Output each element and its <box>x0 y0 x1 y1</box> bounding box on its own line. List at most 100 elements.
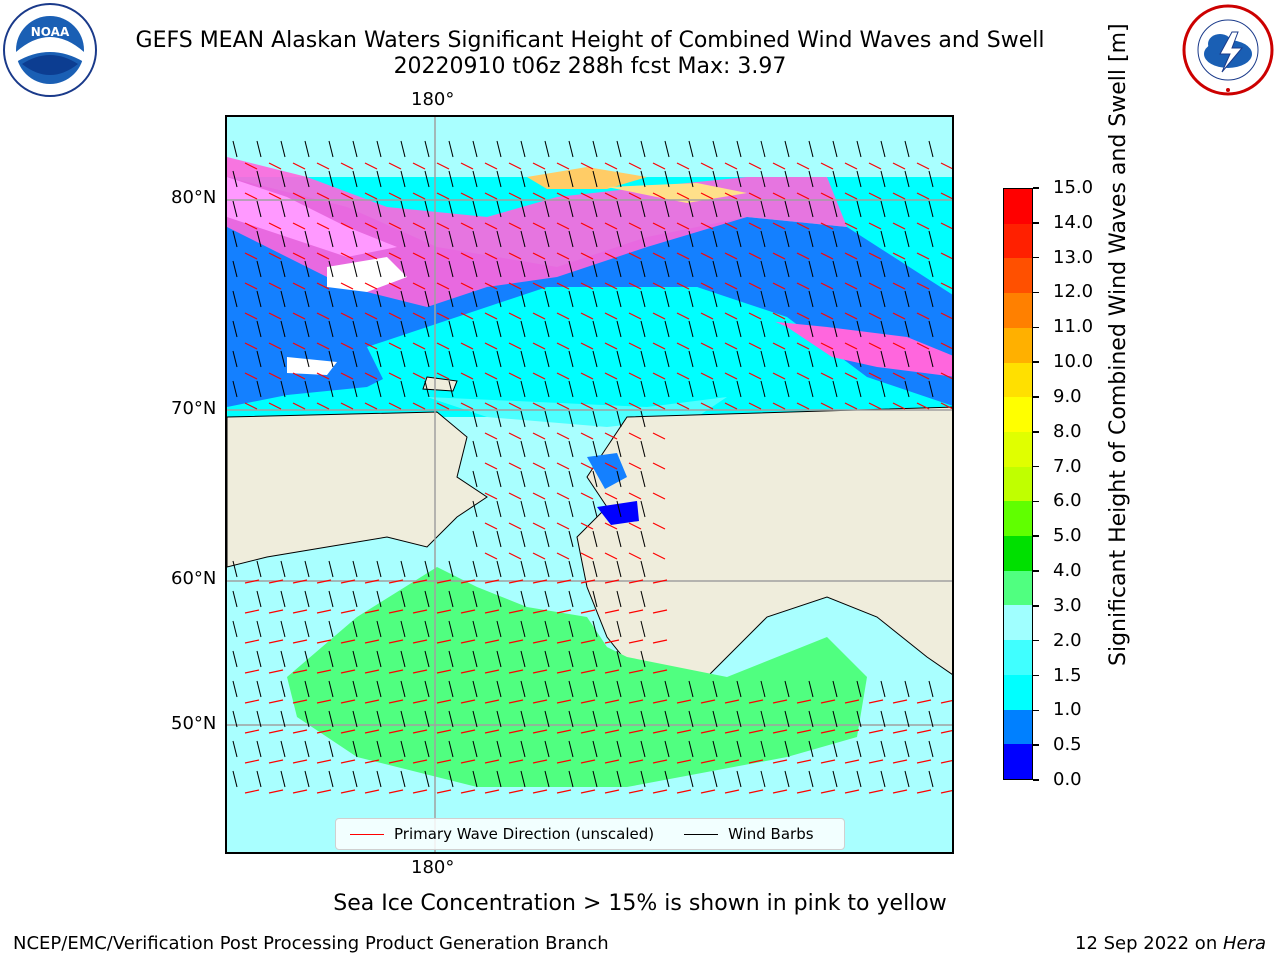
wind-barb <box>424 170 430 188</box>
wave-arrow <box>580 669 596 674</box>
wave-arrow <box>916 282 930 290</box>
wind-barb <box>448 260 454 278</box>
wind-barb <box>352 710 358 728</box>
wind-barb <box>640 560 646 578</box>
wind-barb <box>400 350 406 368</box>
wave-arrow <box>676 729 692 734</box>
wave-arrow <box>484 729 500 734</box>
wind-barb <box>928 740 934 758</box>
wind-barb <box>784 260 790 278</box>
wave-arrow <box>532 342 546 350</box>
wave-arrow <box>292 372 306 380</box>
wave-arrow <box>268 372 282 380</box>
wave-arrow <box>556 462 570 470</box>
wave-arrow <box>532 402 546 410</box>
colorbar-segment <box>1004 605 1032 641</box>
map-legend: Primary Wave Direction (unscaled) Wind B… <box>335 818 845 850</box>
wind-barb <box>616 680 622 698</box>
wave-arrow <box>268 282 282 290</box>
wave-arrow <box>340 222 354 230</box>
wind-barb <box>904 710 910 728</box>
wind-barb <box>760 770 766 788</box>
wave-arrow <box>292 609 308 614</box>
wave-arrow <box>580 492 594 500</box>
wave-arrow <box>508 252 522 260</box>
wave-arrow <box>532 729 548 734</box>
wave-arrow <box>580 552 594 560</box>
wave-arrow <box>748 759 764 764</box>
wave-arrow <box>532 462 546 470</box>
wind-barb <box>832 260 838 278</box>
wind-barb <box>832 350 838 368</box>
wave-arrow <box>868 729 884 734</box>
wind-barb <box>808 140 814 158</box>
wave-arrow <box>484 162 498 170</box>
wave-arrow <box>364 729 380 734</box>
wind-barb <box>760 230 766 248</box>
wave-arrow <box>364 579 380 584</box>
wind-barb <box>568 590 574 608</box>
wave-arrow <box>244 222 258 230</box>
wind-barb <box>472 290 478 308</box>
wave-arrow <box>940 730 952 734</box>
wave-arrow <box>868 312 882 320</box>
wind-barb <box>280 140 286 158</box>
wind-barb <box>256 320 262 338</box>
wave-arrow <box>556 759 572 764</box>
colorbar-segment <box>1004 640 1032 675</box>
wave-arrow <box>532 222 546 230</box>
wave-arrow <box>820 162 834 170</box>
wind-barb <box>472 740 478 758</box>
wave-arrow <box>892 282 906 290</box>
wind-barb <box>376 170 382 188</box>
wave-arrow <box>268 579 284 584</box>
wave-arrow <box>556 609 572 614</box>
colorbar-segment <box>1004 431 1032 467</box>
wave-arrow <box>292 579 308 584</box>
wave-arrow <box>316 252 330 260</box>
wind-barb <box>256 560 262 578</box>
wind-barb <box>928 290 934 308</box>
wave-arrow <box>412 402 426 410</box>
wind-barb <box>736 380 742 398</box>
wind-barb <box>856 770 862 788</box>
colorbar-tick-mark <box>1033 291 1039 294</box>
wave-arrow <box>700 729 716 734</box>
wind-barb <box>544 260 550 278</box>
wave-arrow <box>628 252 642 260</box>
wave-height-map <box>227 117 952 852</box>
wave-arrow <box>244 609 260 614</box>
wave-arrow <box>508 492 522 500</box>
wave-arrow <box>748 192 762 200</box>
wave-arrow <box>628 669 644 674</box>
wind-barb <box>616 710 622 728</box>
wave-arrow <box>436 759 452 764</box>
wave-arrow <box>268 162 282 170</box>
wave-arrow <box>652 402 666 410</box>
wind-barb <box>928 380 934 398</box>
wind-barb <box>328 560 334 578</box>
wind-barb <box>424 590 430 608</box>
wind-barb <box>304 200 310 218</box>
wind-barb <box>304 230 310 248</box>
wave-arrow <box>292 312 306 320</box>
wind-barb <box>592 680 598 698</box>
wave-arrow <box>772 222 786 230</box>
wind-barb <box>424 290 430 308</box>
wind-barb <box>568 710 574 728</box>
wind-barb <box>640 650 646 668</box>
wind-barb <box>424 320 430 338</box>
wind-barb <box>496 440 502 458</box>
wave-arrow <box>700 342 714 350</box>
wind-barb <box>784 140 790 158</box>
wind-barb <box>376 590 382 608</box>
colorbar-tick-mark <box>1033 361 1039 363</box>
colorbar-tick-mark <box>1033 779 1039 781</box>
wave-arrow <box>340 579 356 584</box>
wave-arrow <box>484 282 498 290</box>
wind-barb <box>616 290 622 308</box>
wind-barb <box>592 260 598 278</box>
colorbar-segment <box>1004 397 1032 432</box>
wind-barb <box>904 680 910 698</box>
colorbar-segment <box>1004 570 1032 606</box>
